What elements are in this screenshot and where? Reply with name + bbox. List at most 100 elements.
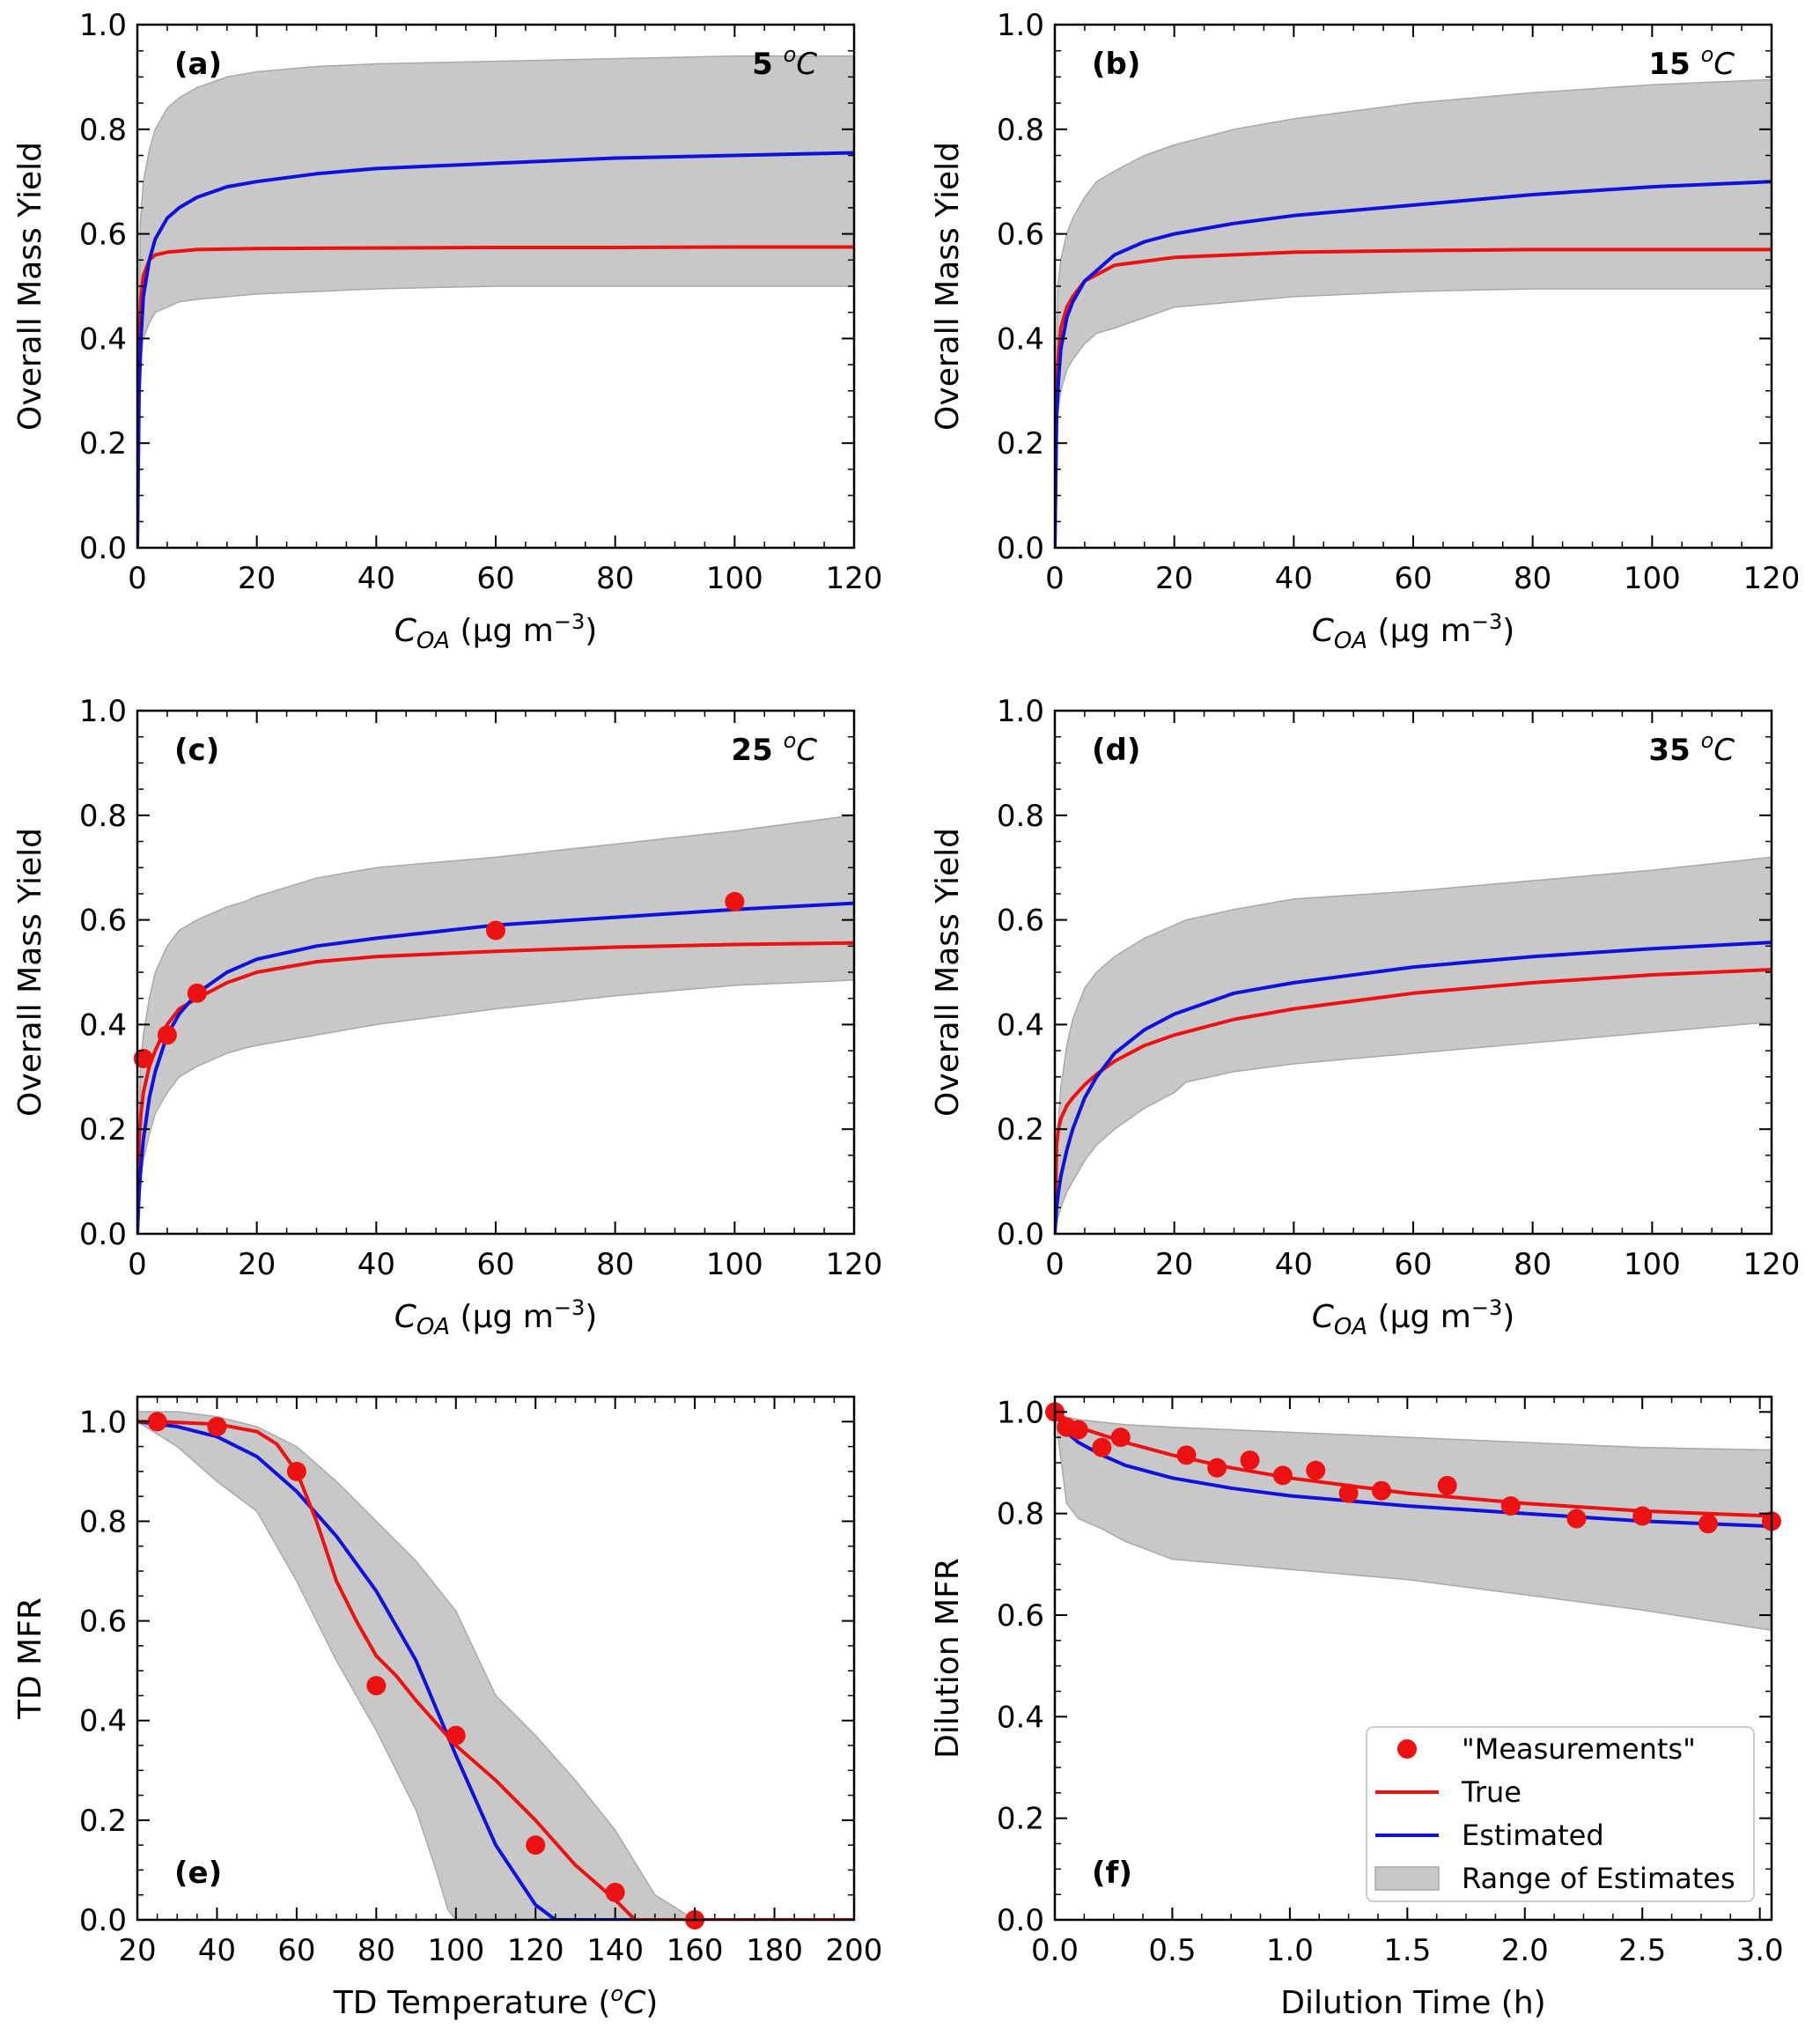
series-line-true-b bbox=[1055, 247, 1772, 548]
x-tick-label: 60 bbox=[1394, 1247, 1432, 1282]
y-tick-label: 0.6 bbox=[79, 904, 127, 939]
x-tick-label: 0 bbox=[1045, 561, 1065, 596]
measurement-point-e bbox=[605, 1882, 625, 1902]
y-tick-label: 1.0 bbox=[997, 8, 1044, 43]
y-tick-label: 0.0 bbox=[997, 531, 1044, 566]
plot-area-e bbox=[137, 1411, 854, 1920]
measurement-point-e bbox=[147, 1412, 167, 1432]
measurement-point-f bbox=[1176, 1445, 1197, 1465]
measurement-point-f bbox=[1240, 1450, 1260, 1471]
x-tick-label: 40 bbox=[357, 1247, 395, 1282]
x-tick-label: 0.5 bbox=[1148, 1933, 1196, 1968]
measurement-point-f bbox=[1272, 1465, 1293, 1486]
panel-label: (e) bbox=[174, 1856, 222, 1891]
measurement-point-e bbox=[207, 1416, 227, 1436]
x-tick-label: 40 bbox=[1275, 561, 1313, 596]
x-tick-label: 0 bbox=[128, 1247, 147, 1282]
y-tick-label: 1.0 bbox=[79, 8, 127, 43]
panel-d: 0 20 40 60 80 100 120 0.0 0.2 0.4 0.6 0.8 1.0 Overall… bbox=[930, 694, 1800, 1340]
x-tick-label: 40 bbox=[1275, 1247, 1313, 1282]
y-tick-label: 0.8 bbox=[997, 113, 1044, 148]
panel-f: 0.0 0.5 1.0 1.5 2.0 2.5 3.0 0.0 0.2 0.4 0.6 0.8 1.0 D… bbox=[930, 1395, 1784, 2021]
legend-range-swatch bbox=[1374, 1866, 1440, 1891]
x-tick-label: 100 bbox=[706, 1247, 763, 1282]
measurement-point-f bbox=[1306, 1460, 1326, 1480]
x-tick-label: 120 bbox=[1743, 561, 1801, 596]
panel-c: 0 20 40 60 80 100 120 0.0 0.2 0.4 0.6 0.8 1.0 Overall… bbox=[12, 694, 882, 1340]
x-tick-label: 80 bbox=[596, 1247, 634, 1282]
measurement-point-f bbox=[1068, 1420, 1088, 1440]
y-tick-label: 0.4 bbox=[997, 1700, 1044, 1735]
panel-label: (c) bbox=[174, 733, 219, 768]
x-tick-label: 1.5 bbox=[1383, 1933, 1431, 1968]
y-tick-label: 0.2 bbox=[997, 1112, 1044, 1147]
panel-label: (d) bbox=[1092, 733, 1140, 768]
x-tick-label: 100 bbox=[427, 1933, 484, 1968]
y-tick-label: 0.6 bbox=[997, 1598, 1044, 1634]
x-tick-label: 20 bbox=[238, 561, 276, 596]
panel-e: 20 40 60 80 100 120 140 160 180 200 0.0 0.2 0.4 0.6 0.… bbox=[12, 1395, 883, 2021]
y-tick-label: 0.8 bbox=[997, 799, 1044, 834]
x-tick-label: 80 bbox=[1514, 1247, 1551, 1282]
range-band-a bbox=[137, 55, 854, 548]
range-band-b bbox=[1055, 78, 1772, 548]
measurement-point-c bbox=[157, 1025, 177, 1045]
y-tick-label: 1.0 bbox=[79, 694, 127, 729]
plot-area-b bbox=[1055, 78, 1772, 548]
measurement-point-e bbox=[286, 1461, 306, 1481]
y-tick-label: 0.6 bbox=[79, 218, 127, 253]
x-axis-label: COA (µg m−3) bbox=[1312, 1295, 1515, 1340]
plot-area-a bbox=[137, 55, 854, 548]
x-tick-label: 80 bbox=[596, 561, 634, 596]
x-tick-label: 120 bbox=[507, 1933, 564, 1968]
measurement-point-f bbox=[1338, 1483, 1359, 1503]
y-tick-label: 0.8 bbox=[79, 799, 127, 834]
x-tick-label: 200 bbox=[826, 1933, 883, 1968]
y-tick-label: 0.6 bbox=[997, 904, 1044, 939]
plot-area-d bbox=[1055, 856, 1772, 1234]
y-tick-label: 0.0 bbox=[79, 531, 127, 566]
x-tick-label: 180 bbox=[746, 1933, 803, 1968]
series-line-true-e bbox=[137, 1420, 854, 1920]
measurement-point-f bbox=[1110, 1428, 1131, 1448]
series-line-estimated-a bbox=[137, 151, 854, 548]
measurement-point-f bbox=[1698, 1514, 1718, 1534]
series-line-estimated-b bbox=[1055, 180, 1772, 548]
y-tick-label: 0.8 bbox=[79, 1504, 127, 1539]
measurement-point-e bbox=[446, 1725, 466, 1745]
y-tick-label: 0.2 bbox=[79, 1112, 127, 1147]
y-tick-label: 1.0 bbox=[997, 1395, 1044, 1430]
legend-measurements-label: "Measurements" bbox=[1462, 1732, 1696, 1766]
temperature-annotation: 15 oC bbox=[1648, 42, 1735, 82]
measurement-point-f bbox=[1437, 1475, 1457, 1495]
legend: "Measurements" True Estimated Range of Esti… bbox=[1366, 1726, 1755, 1902]
y-tick-label: 0.4 bbox=[79, 1007, 127, 1043]
x-tick-label: 20 bbox=[1155, 1247, 1193, 1282]
y-axis-label: Overall Mass Yield bbox=[930, 828, 966, 1117]
temperature-annotation: 5 oC bbox=[752, 42, 817, 82]
y-axis-label: Overall Mass Yield bbox=[12, 142, 48, 431]
x-axis-label: TD Temperature (oC) bbox=[333, 1981, 659, 2021]
y-tick-label: 0.4 bbox=[79, 1704, 127, 1739]
x-axis-label: COA (µg m−3) bbox=[394, 609, 598, 654]
x-tick-label: 40 bbox=[198, 1933, 236, 1968]
x-tick-label: 100 bbox=[1624, 561, 1681, 596]
panel-a: 0 20 40 60 80 100 120 0.0 0.2 0.4 0.6 0.8 1.0 Overall… bbox=[12, 8, 882, 654]
panel-b: 0 20 40 60 80 100 120 0.0 0.2 0.4 0.6 0.8 1.0 Overall… bbox=[930, 8, 1800, 654]
x-tick-label: 0 bbox=[128, 561, 147, 596]
y-tick-label: 0.2 bbox=[997, 426, 1044, 461]
x-tick-label: 60 bbox=[1394, 561, 1432, 596]
x-tick-label: 40 bbox=[357, 561, 395, 596]
measurement-point-e bbox=[526, 1835, 546, 1856]
panel-label: (a) bbox=[174, 47, 222, 82]
x-tick-label: 20 bbox=[238, 1247, 276, 1282]
y-axis-label: Overall Mass Yield bbox=[12, 828, 48, 1117]
x-axis-label: Dilution Time (h) bbox=[1280, 1985, 1545, 2021]
legend-range-label: Range of Estimates bbox=[1462, 1862, 1735, 1895]
legend-true-label: True bbox=[1461, 1775, 1522, 1809]
y-tick-label: 0.6 bbox=[997, 218, 1044, 253]
x-tick-label: 120 bbox=[1743, 1247, 1801, 1282]
x-tick-label: 1.0 bbox=[1266, 1933, 1314, 1968]
measurement-point-f bbox=[1632, 1506, 1653, 1526]
measurement-point-f bbox=[1371, 1480, 1391, 1501]
